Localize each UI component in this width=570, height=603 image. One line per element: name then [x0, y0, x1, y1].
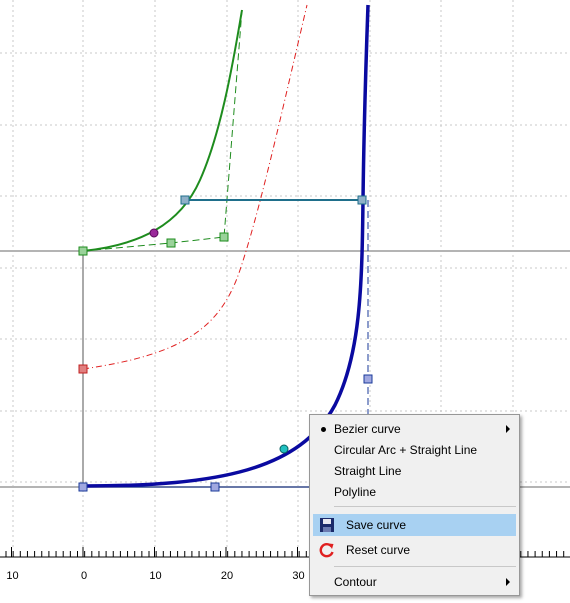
green-bezier-curve	[82, 9, 243, 252]
green-control-polygon	[82, 9, 243, 252]
submenu-arrow-icon	[506, 578, 510, 586]
menu-item-contour[interactable]: Contour	[313, 572, 516, 592]
menu-separator	[334, 566, 516, 567]
context-menu: Bezier curve Circular Arc + Straight Lin…	[309, 414, 520, 596]
red-dashdot-curve	[82, 4, 308, 370]
menu-item-reset-curve[interactable]: Reset curve	[313, 539, 516, 561]
selected-bullet-icon	[321, 427, 326, 432]
reset-icon	[319, 543, 334, 558]
curve-midpoint	[149, 228, 159, 238]
x-axis-ruler: 10 0 10 20 30	[0, 547, 570, 582]
tick-label: 0	[81, 570, 87, 582]
control-point	[166, 238, 176, 248]
control-point	[180, 195, 190, 205]
tick-label: 30	[292, 570, 304, 582]
control-point	[78, 364, 88, 374]
menu-item-polyline[interactable]: Polyline	[334, 485, 377, 499]
menu-item-circular-arc[interactable]: Circular Arc + Straight Line	[334, 443, 478, 457]
submenu-arrow-icon	[506, 425, 510, 433]
menu-item-bezier-curve[interactable]: Bezier curve	[313, 419, 516, 439]
control-points[interactable]	[78, 195, 373, 492]
control-point	[210, 482, 220, 492]
menu-separator	[334, 506, 516, 507]
save-icon	[320, 518, 334, 532]
control-point	[78, 482, 88, 492]
curve-midpoint	[279, 444, 289, 454]
tick-label: 10	[149, 570, 161, 582]
control-point	[219, 232, 229, 242]
control-point	[363, 374, 373, 384]
tick-label: 20	[221, 570, 233, 582]
blue-bezier-curve[interactable]	[82, 4, 370, 488]
tick-label: 10	[6, 570, 18, 582]
menu-item-save-curve[interactable]: Save curve	[313, 514, 516, 536]
control-point	[357, 195, 367, 205]
menu-item-straight-line[interactable]: Straight Line	[334, 464, 402, 478]
control-point	[78, 246, 88, 256]
